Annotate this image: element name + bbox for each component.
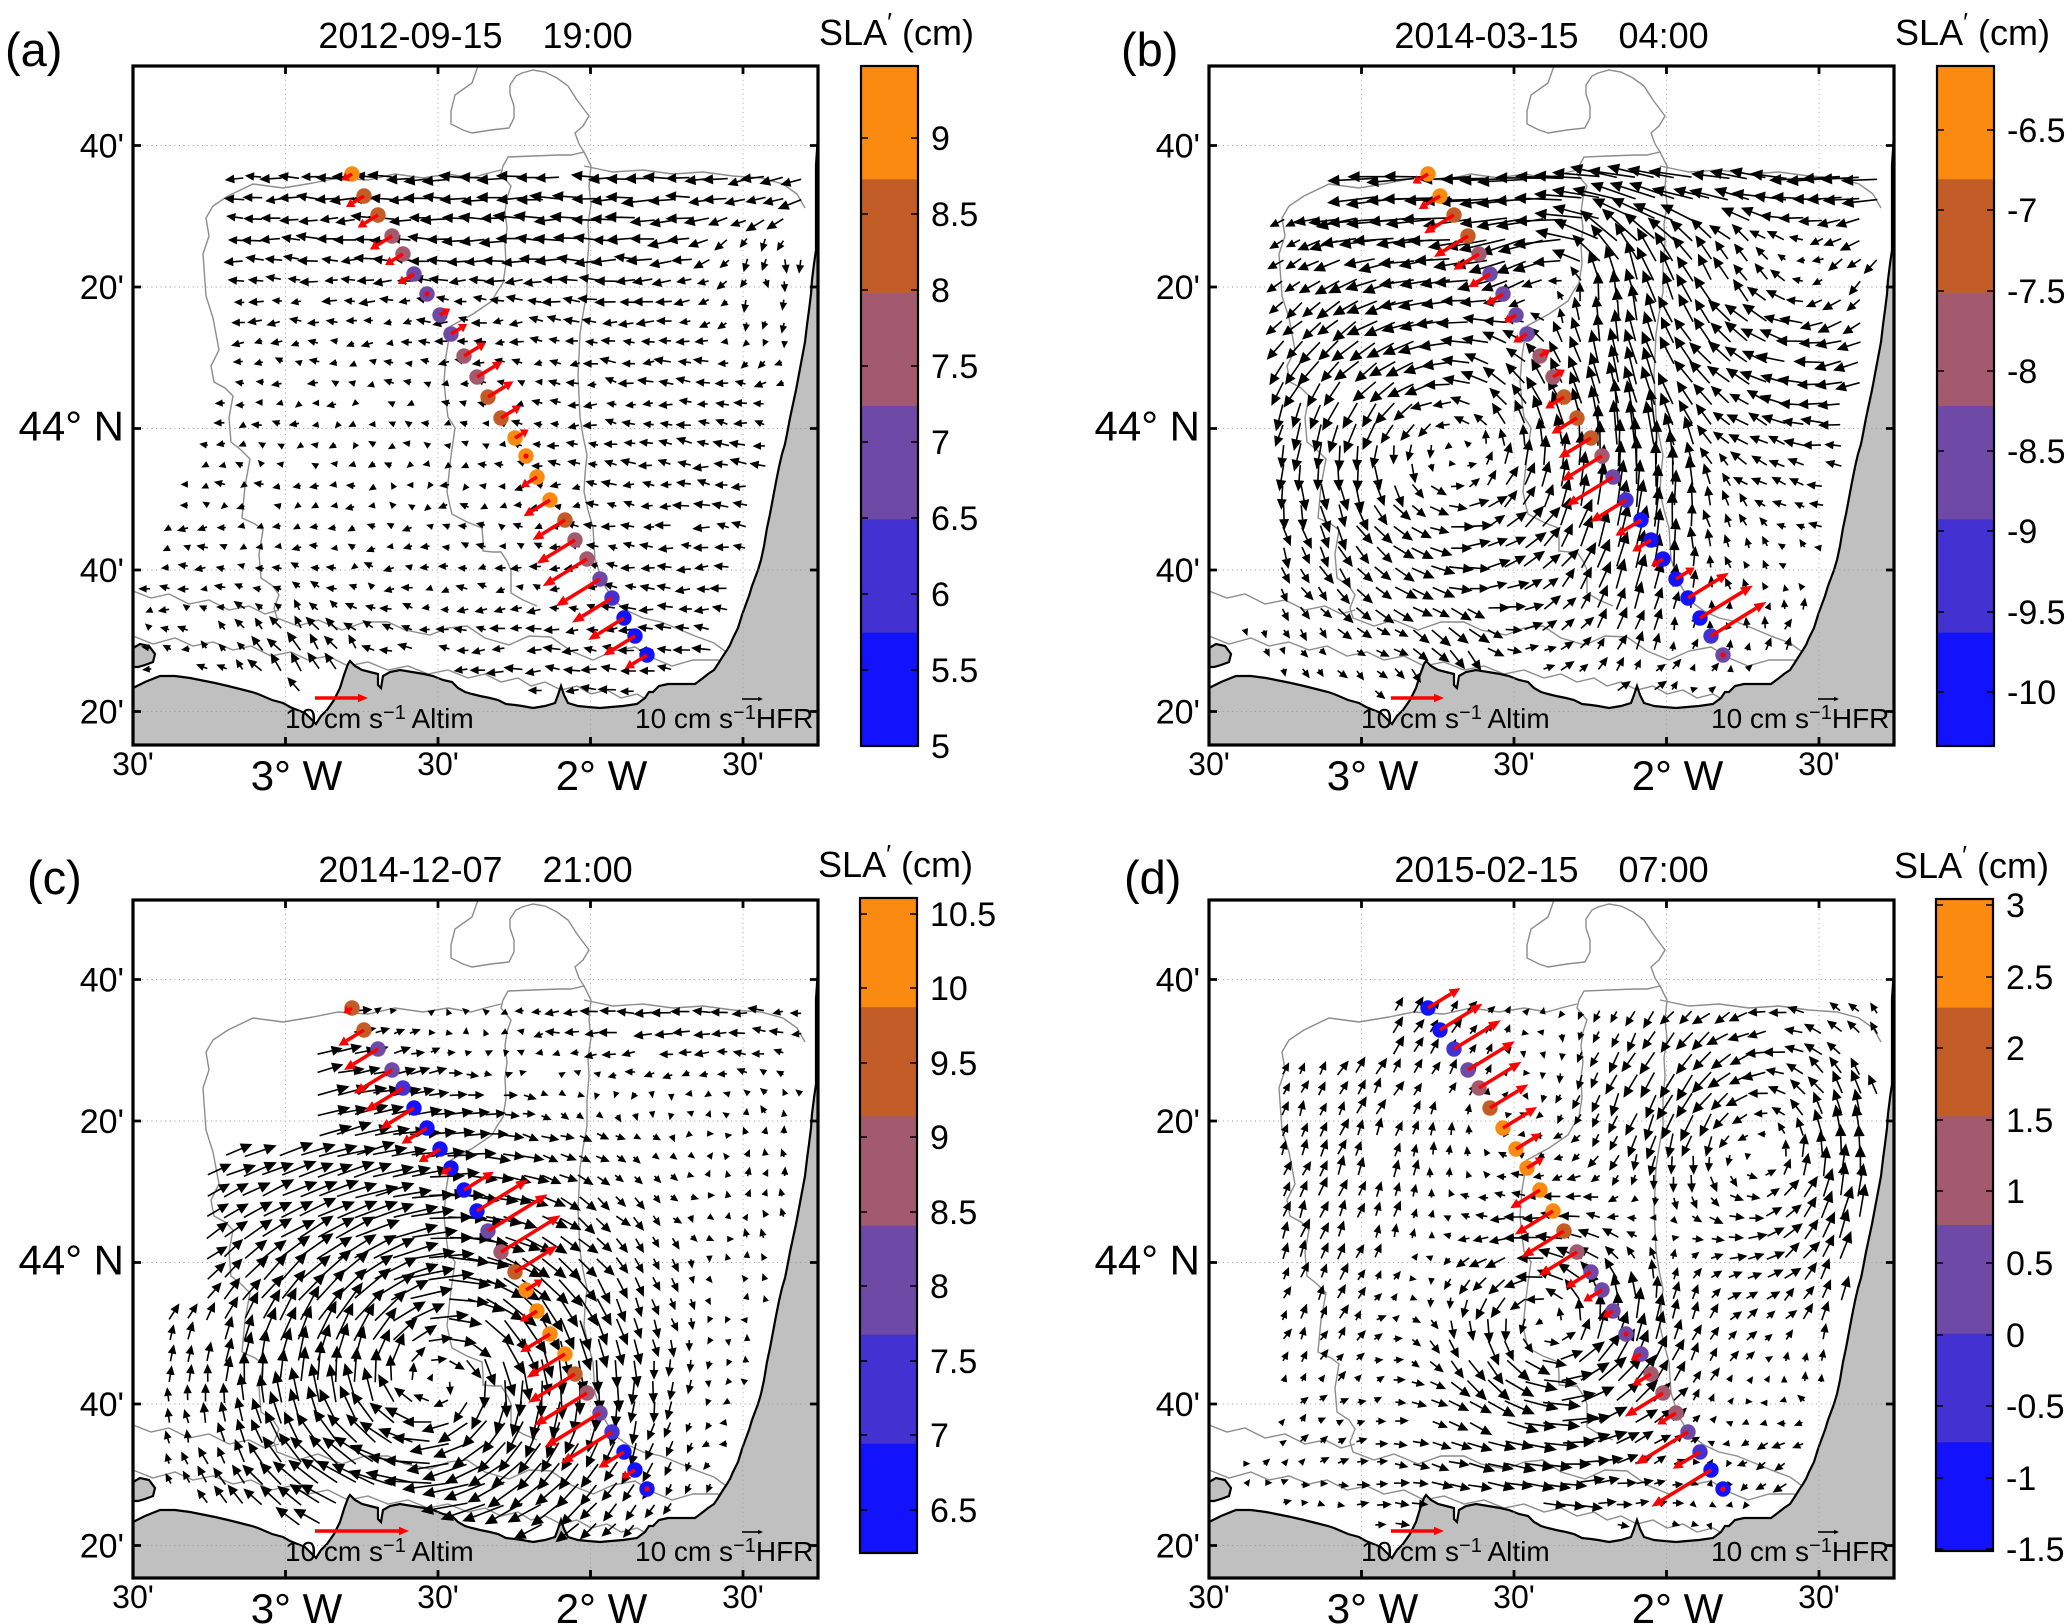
svg-text:2.5: 2.5 [2006, 959, 2053, 997]
svg-text:10 cm s−1 Altim: 10 cm s−1 Altim [1361, 1535, 1550, 1567]
svg-text:8: 8 [930, 1268, 949, 1306]
svg-text:2° W: 2° W [556, 1585, 648, 1624]
svg-text:30': 30' [417, 1579, 459, 1615]
svg-text:10: 10 [930, 970, 968, 1008]
svg-text:3° W: 3° W [1327, 1585, 1419, 1624]
svg-text:7: 7 [931, 424, 950, 462]
svg-text:-1.5: -1.5 [2006, 1531, 2065, 1569]
svg-text:20': 20' [80, 269, 124, 307]
svg-text:30': 30' [722, 746, 764, 782]
svg-text:0.5: 0.5 [2006, 1245, 2053, 1283]
svg-text:1.5: 1.5 [2006, 1102, 2053, 1140]
svg-text:2: 2 [2006, 1030, 2025, 1068]
svg-text:40': 40' [80, 962, 124, 1000]
svg-text:-7.5: -7.5 [2007, 273, 2066, 311]
svg-text:-1: -1 [2006, 1460, 2036, 1498]
svg-text:10 cm s−1 Altim: 10 cm s−1 Altim [1361, 702, 1550, 734]
svg-text:44° N: 44° N [1094, 1237, 1200, 1284]
svg-text:2° W: 2° W [1632, 1585, 1724, 1624]
svg-text:20': 20' [80, 1103, 124, 1141]
svg-text:3° W: 3° W [251, 1585, 343, 1624]
svg-text:30': 30' [1493, 746, 1535, 782]
svg-text:-6.5: -6.5 [2007, 112, 2066, 150]
svg-text:30': 30' [1188, 1579, 1230, 1615]
svg-text:30': 30' [417, 746, 459, 782]
svg-text:10 cm s−1HFR: 10 cm s−1HFR [1711, 1535, 1889, 1567]
svg-text:10 cm s−1HFR: 10 cm s−1HFR [1711, 702, 1889, 734]
svg-text:(b): (b) [1121, 23, 1178, 76]
svg-text:6.5: 6.5 [930, 1492, 977, 1530]
svg-text:20': 20' [1156, 1103, 1200, 1141]
svg-text:10.5: 10.5 [930, 896, 996, 934]
svg-text:10 cm s−1 Altim: 10 cm s−1 Altim [285, 1535, 474, 1567]
svg-text:20': 20' [1156, 269, 1200, 307]
svg-text:9: 9 [931, 120, 950, 158]
svg-text:7.5: 7.5 [930, 1343, 977, 1381]
svg-text:2012-09-15 19:00: 2012-09-15 19:00 [318, 15, 632, 56]
svg-text:6.5: 6.5 [931, 500, 978, 538]
svg-text:-0.5: -0.5 [2006, 1388, 2065, 1426]
svg-text:10 cm s−1HFR: 10 cm s−1HFR [635, 702, 813, 734]
svg-text:30': 30' [722, 1579, 764, 1615]
svg-text:5.5: 5.5 [931, 652, 978, 690]
svg-text:0: 0 [2006, 1317, 2025, 1355]
svg-text:3° W: 3° W [251, 752, 343, 799]
svg-text:SLA′ (cm): SLA′ (cm) [1894, 840, 2049, 886]
svg-text:3° W: 3° W [1327, 752, 1419, 799]
svg-text:SLA′ (cm): SLA′ (cm) [818, 839, 973, 885]
svg-text:2014-12-07 21:00: 2014-12-07 21:00 [318, 849, 632, 890]
svg-text:20': 20' [80, 694, 124, 732]
svg-text:40': 40' [1156, 1386, 1200, 1424]
svg-text:40': 40' [1156, 962, 1200, 1000]
svg-text:30': 30' [1493, 1579, 1535, 1615]
svg-text:44° N: 44° N [18, 1237, 124, 1284]
svg-text:8: 8 [931, 272, 950, 310]
svg-text:5: 5 [931, 728, 950, 766]
svg-text:2° W: 2° W [1632, 752, 1724, 799]
svg-text:2° W: 2° W [556, 752, 648, 799]
svg-text:30': 30' [1188, 746, 1230, 782]
svg-text:7.5: 7.5 [931, 348, 978, 386]
svg-text:2015-02-15 07:00: 2015-02-15 07:00 [1394, 849, 1708, 890]
svg-text:8.5: 8.5 [931, 196, 978, 234]
svg-text:-10: -10 [2007, 674, 2056, 712]
svg-text:3: 3 [2006, 887, 2025, 925]
svg-text:-7: -7 [2007, 192, 2037, 230]
svg-text:40': 40' [1156, 128, 1200, 166]
svg-text:30': 30' [1798, 746, 1840, 782]
svg-text:-9: -9 [2007, 513, 2037, 551]
svg-text:20': 20' [1156, 1528, 1200, 1566]
svg-text:7: 7 [930, 1417, 949, 1455]
svg-text:44° N: 44° N [1094, 403, 1200, 450]
svg-text:(a): (a) [5, 23, 62, 76]
svg-text:9: 9 [930, 1119, 949, 1157]
svg-text:44° N: 44° N [18, 403, 124, 450]
svg-text:-8: -8 [2007, 353, 2037, 391]
svg-text:30': 30' [112, 1579, 154, 1615]
svg-text:10 cm s−1 Altim: 10 cm s−1 Altim [285, 702, 474, 734]
svg-text:20': 20' [80, 1528, 124, 1566]
svg-text:10 cm s−1HFR: 10 cm s−1HFR [635, 1535, 813, 1567]
svg-text:-9.5: -9.5 [2007, 594, 2066, 632]
svg-text:1: 1 [2006, 1173, 2025, 1211]
svg-text:6: 6 [931, 576, 950, 614]
svg-text:SLA′ (cm): SLA′ (cm) [819, 7, 974, 53]
svg-text:9.5: 9.5 [930, 1045, 977, 1083]
svg-text:40': 40' [80, 552, 124, 590]
svg-text:40': 40' [80, 128, 124, 166]
svg-text:(d): (d) [1124, 851, 1181, 904]
svg-text:SLA′ (cm): SLA′ (cm) [1895, 7, 2050, 53]
svg-text:8.5: 8.5 [930, 1194, 977, 1232]
svg-text:-8.5: -8.5 [2007, 433, 2066, 471]
svg-text:40': 40' [80, 1386, 124, 1424]
svg-text:(c): (c) [27, 851, 82, 904]
svg-text:20': 20' [1156, 694, 1200, 732]
svg-text:30': 30' [112, 746, 154, 782]
svg-text:30': 30' [1798, 1579, 1840, 1615]
svg-text:40': 40' [1156, 552, 1200, 590]
svg-text:2014-03-15 04:00: 2014-03-15 04:00 [1394, 15, 1708, 56]
